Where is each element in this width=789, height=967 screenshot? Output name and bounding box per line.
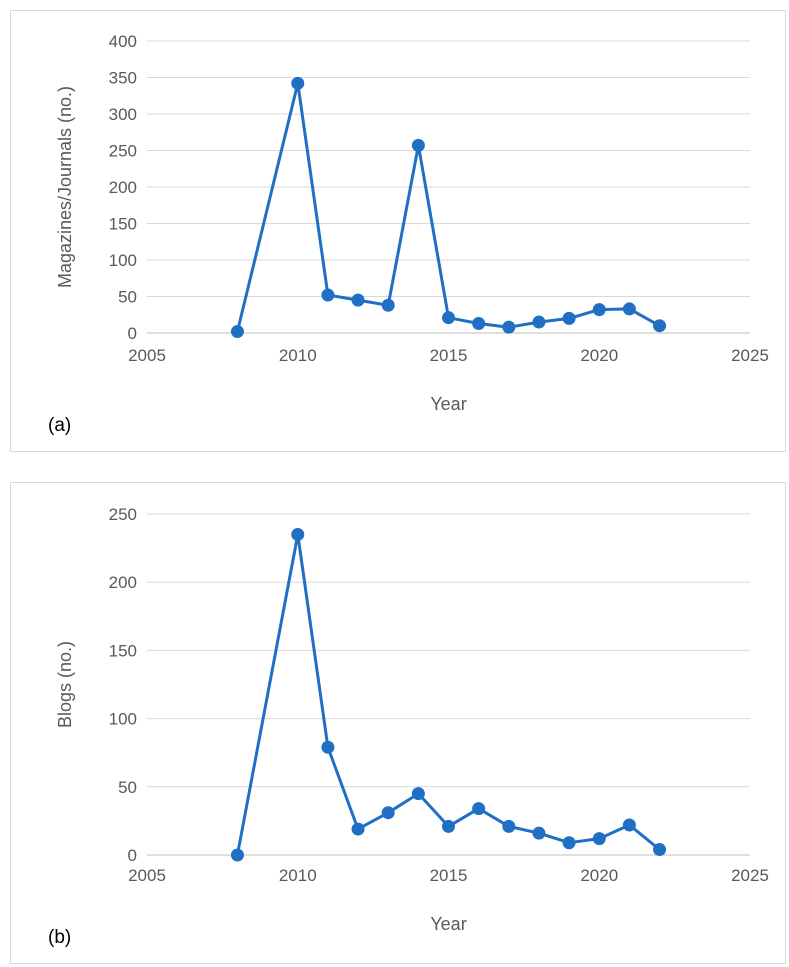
y-tick-label: 0: [128, 324, 137, 343]
data-point: [411, 787, 425, 801]
y-tick-label: 250: [109, 505, 137, 524]
data-point: [653, 319, 667, 333]
y-tick-label: 50: [118, 778, 137, 797]
x-tick-label: 2025: [731, 866, 769, 885]
y-tick-label: 400: [109, 32, 137, 51]
x-axis-title: Year: [430, 914, 466, 934]
data-point: [502, 819, 516, 833]
x-tick-label: 2010: [279, 346, 317, 365]
y-tick-label: 300: [109, 105, 137, 124]
chart-b-svg: 0 50 100 150 200 250 2005 2010 2015 2020 2025 Year B…: [48, 505, 769, 948]
data-point: [291, 76, 305, 90]
x-tick-label: 2020: [580, 866, 618, 885]
data-point: [442, 819, 455, 833]
y-tick-label: 100: [109, 251, 137, 270]
data-point: [532, 826, 546, 840]
y-tick-label: 350: [109, 69, 137, 88]
y-tick-label: 250: [109, 142, 137, 161]
data-point: [622, 302, 636, 316]
series-line: [235, 81, 661, 332]
chart-panel-a: 0 50 100 150 200 250 300 350 400 2005 2010 2015 2020…: [10, 10, 786, 452]
x-axis-title: Year: [430, 394, 466, 414]
chart-a-svg: 0 50 100 150 200 250 300 350 400 2005 2010 2015 2020…: [48, 32, 769, 436]
data-point: [230, 325, 244, 339]
panel-label: (a): [48, 415, 71, 436]
x-tick-label: 2020: [580, 346, 618, 365]
x-tick-label: 2015: [430, 346, 468, 365]
data-point: [562, 836, 576, 850]
y-tick-label: 0: [128, 846, 137, 865]
data-point: [351, 293, 365, 307]
data-point: [562, 311, 576, 325]
x-tick-label: 2005: [128, 866, 166, 885]
y-tick-label: 50: [118, 288, 137, 307]
data-point: [592, 832, 606, 846]
y-axis-title: Magazines/Journals (no.): [55, 86, 75, 288]
data-point: [351, 822, 365, 836]
data-point: [321, 740, 335, 754]
x-tick-label: 2005: [128, 346, 166, 365]
data-point: [411, 138, 425, 152]
chart-panel-b: 0 50 100 150 200 250 2005 2010 2015 2020 2025 Year B…: [10, 482, 786, 964]
y-axis-title: Blogs (no.): [55, 641, 75, 728]
data-point: [592, 303, 606, 317]
data-point: [472, 802, 486, 816]
data-point: [653, 843, 667, 857]
x-tick-label: 2025: [731, 346, 769, 365]
panel-label: (b): [48, 927, 71, 948]
data-point: [381, 298, 395, 312]
data-point: [230, 848, 244, 862]
data-point: [532, 315, 546, 329]
data-point: [321, 288, 335, 302]
y-tick-label: 100: [109, 710, 137, 729]
data-point: [622, 818, 636, 832]
data-point: [502, 320, 516, 334]
x-tick-label: 2010: [279, 866, 317, 885]
data-point: [291, 527, 305, 541]
x-tick-label: 2015: [430, 866, 468, 885]
y-tick-label: 150: [109, 215, 137, 234]
y-tick-label: 200: [109, 573, 137, 592]
data-point: [472, 317, 486, 331]
y-tick-label: 200: [109, 178, 137, 197]
y-tick-label: 150: [109, 641, 137, 660]
data-point: [442, 311, 455, 325]
data-point: [381, 806, 395, 820]
